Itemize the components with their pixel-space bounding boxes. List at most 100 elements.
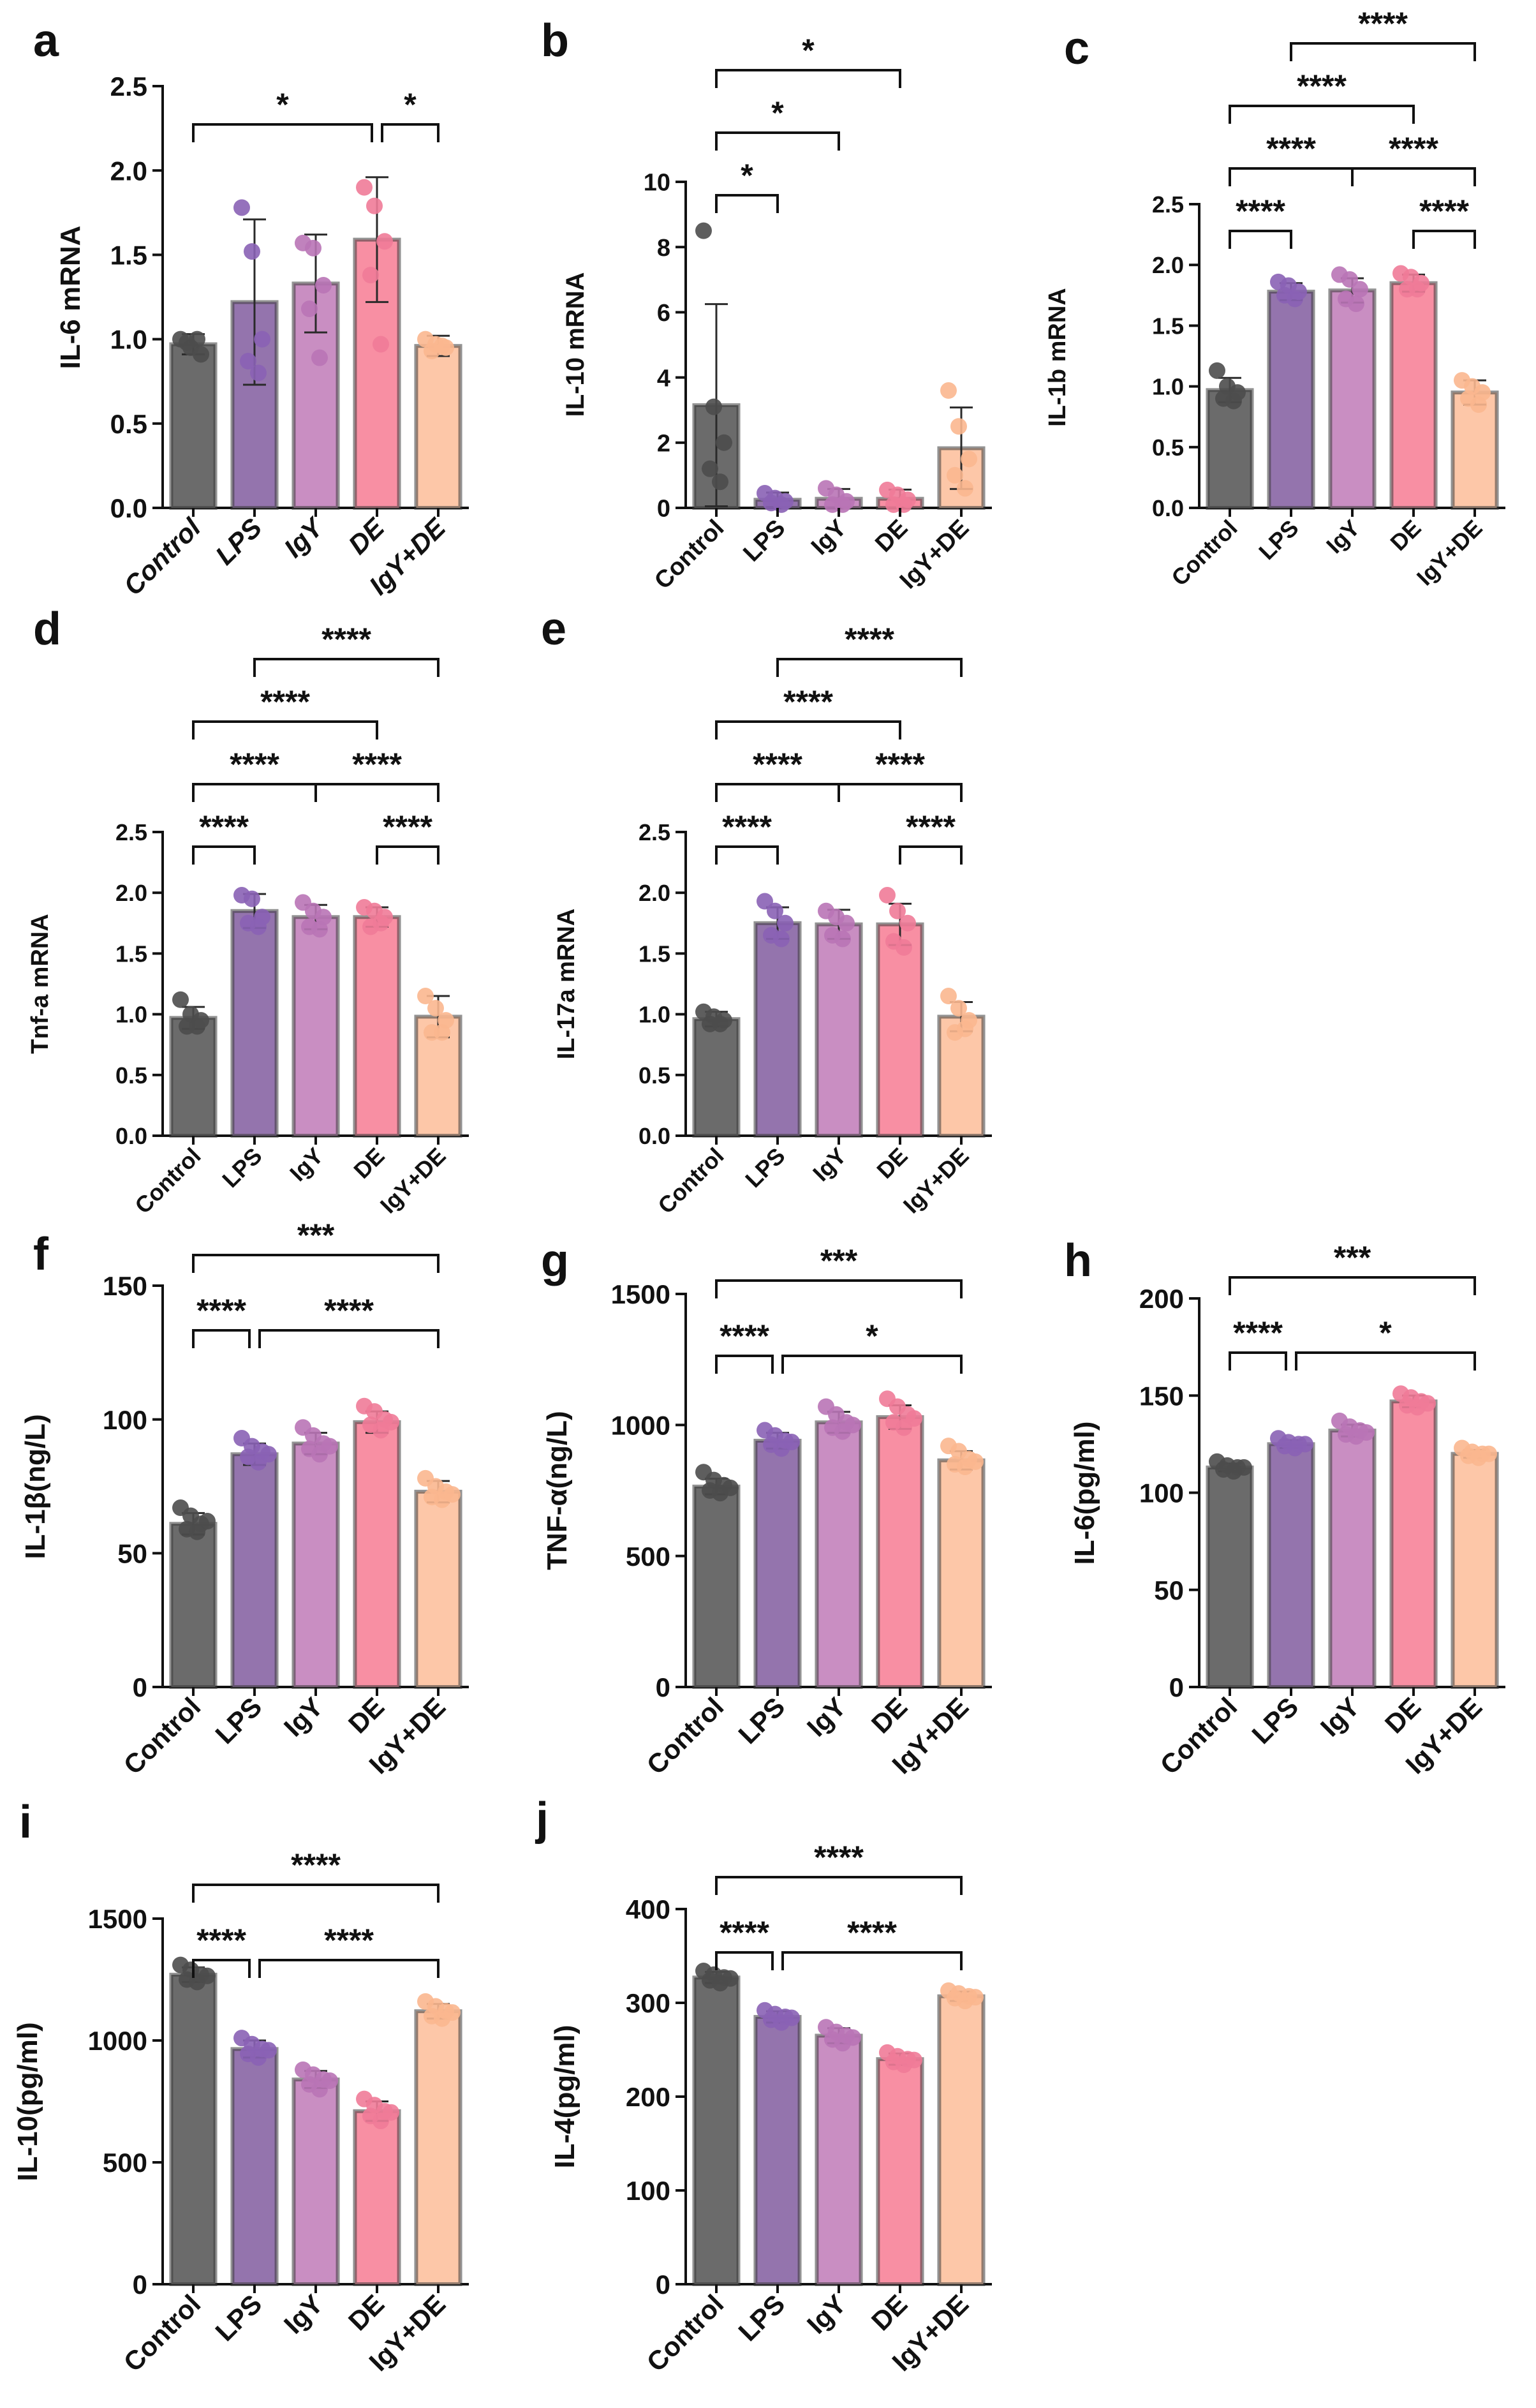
bracket-line: [715, 1876, 963, 1895]
bracket-line: [192, 123, 373, 142]
significance-bracket: ****: [1290, 6, 1476, 61]
significance-bracket: ****: [1229, 193, 1292, 249]
significance-bracket: ****: [715, 1318, 774, 1374]
significance-label: *: [276, 87, 289, 123]
data-point: [373, 914, 389, 932]
data-point: [845, 2029, 861, 2046]
y-tick-label: 1.0: [115, 1002, 147, 1028]
x-tick-label: Control: [118, 1691, 207, 1780]
y-tick-label: 0: [656, 1672, 670, 1702]
data-point: [311, 349, 328, 366]
data-point: [716, 434, 732, 451]
bar-de: [1389, 281, 1438, 510]
x-tick-label: DE: [866, 1691, 913, 1739]
panel-letter: a: [33, 15, 59, 66]
data-point: [233, 199, 250, 216]
y-tick-label: 50: [1154, 1575, 1184, 1605]
y-tick-label: 150: [103, 1271, 147, 1301]
data-point: [321, 2072, 338, 2090]
x-tick-label: LPS: [732, 2289, 790, 2347]
significance-bracket: ****: [258, 1293, 439, 1348]
data-point: [777, 914, 794, 932]
data-point: [417, 988, 434, 1005]
data-point: [695, 222, 712, 239]
data-point: [947, 466, 963, 484]
data-point: [950, 1000, 967, 1017]
y-tick-label: 0: [133, 1672, 147, 1702]
significance-bracket: *: [381, 87, 439, 142]
bracket-line: [1229, 167, 1354, 186]
significance-bracket: ****: [1229, 131, 1354, 186]
data-point: [444, 2004, 461, 2021]
data-point: [434, 338, 450, 355]
data-point: [311, 921, 328, 938]
bar-igy: [292, 1441, 340, 1690]
x-tick-label: Control: [649, 515, 729, 595]
x-tick-label: IgY: [1315, 1691, 1365, 1742]
bracket-line: [376, 845, 439, 865]
bracket-line: [781, 1951, 963, 1970]
panel-letter: e: [541, 604, 566, 655]
significance-bracket: ****: [715, 747, 840, 802]
bracket-line: [192, 720, 378, 739]
significance-bracket: *: [715, 158, 779, 213]
y-tick-label: 1.0: [639, 1002, 670, 1028]
significance-bracket: ****: [1229, 1315, 1287, 1371]
y-tick-label: 2.5: [115, 819, 147, 845]
chart-panel-a: a 0.0 0.5 1.0 1.5 2.0 2.5 IL-6 mRNA Control LPS Ig…: [33, 15, 469, 601]
bar-de: [1389, 1399, 1438, 1689]
significance-label: ****: [783, 684, 833, 720]
bar-lps: [753, 921, 802, 1138]
chart-panel-c: c 0.0 0.5 1.0 1.5 2.0 2.5 IL-1b mRNA Control LPS I…: [1044, 6, 1505, 591]
y-tick-label: 1.0: [110, 325, 147, 355]
x-tick-label: Control: [1166, 515, 1242, 591]
significance-label: ****: [906, 809, 956, 845]
data-point: [889, 902, 906, 919]
y-tick-label: 1.5: [639, 940, 670, 967]
bracket-line: [715, 194, 779, 213]
data-point: [199, 1967, 216, 1984]
y-axis-label: IL-1β(ng/L): [20, 1414, 51, 1559]
data-point: [767, 902, 783, 919]
data-point: [702, 460, 718, 477]
y-tick-label: 0.5: [110, 409, 147, 439]
x-tick-label: LPS: [738, 515, 790, 567]
significance-label: ****: [753, 747, 802, 782]
significance-label: ****: [1266, 131, 1316, 167]
x-tick-label: IgY: [278, 510, 330, 563]
y-tick-label: 0.5: [1152, 435, 1184, 461]
x-tick-label: DE: [1379, 1691, 1427, 1739]
y-tick-label: 1500: [611, 1279, 670, 1309]
significance-bracket: ****: [314, 747, 439, 802]
bar-lps: [230, 1452, 279, 1689]
data-point: [427, 1000, 444, 1017]
significance-bracket: ****: [776, 621, 963, 677]
y-tick-label: 2.0: [110, 156, 147, 186]
significance-label: *: [741, 158, 753, 193]
bar-de: [353, 2109, 401, 2287]
bracket-line: [1229, 230, 1292, 249]
bar-igy: [815, 922, 863, 1138]
chart-panel-d: d 0.0 0.5 1.0 1.5 2.0 2.5 Tnf-a mRNA Control LPS I…: [27, 604, 469, 1219]
significance-bracket: ***: [1229, 1240, 1476, 1295]
data-point: [961, 450, 977, 468]
significance-label: *: [802, 33, 815, 68]
bracket-line: [192, 783, 317, 802]
data-point: [199, 1513, 216, 1530]
y-tick-label: 150: [1139, 1381, 1184, 1411]
data-point: [838, 914, 855, 932]
bar-lps: [230, 2047, 279, 2287]
data-point: [1297, 1436, 1313, 1453]
significance-bracket: ****: [192, 809, 256, 865]
data-point: [834, 496, 851, 513]
data-point: [373, 336, 389, 353]
bracket-line: [381, 123, 439, 142]
data-point: [321, 1438, 338, 1455]
significance-label: ***: [1334, 1240, 1371, 1275]
y-axis-label: TNF-α(ng/L): [542, 1411, 573, 1570]
y-tick-label: 500: [626, 1542, 670, 1572]
bracket-line: [1229, 1276, 1476, 1295]
bracket-line: [776, 658, 963, 677]
bracket-line: [192, 1884, 439, 1903]
